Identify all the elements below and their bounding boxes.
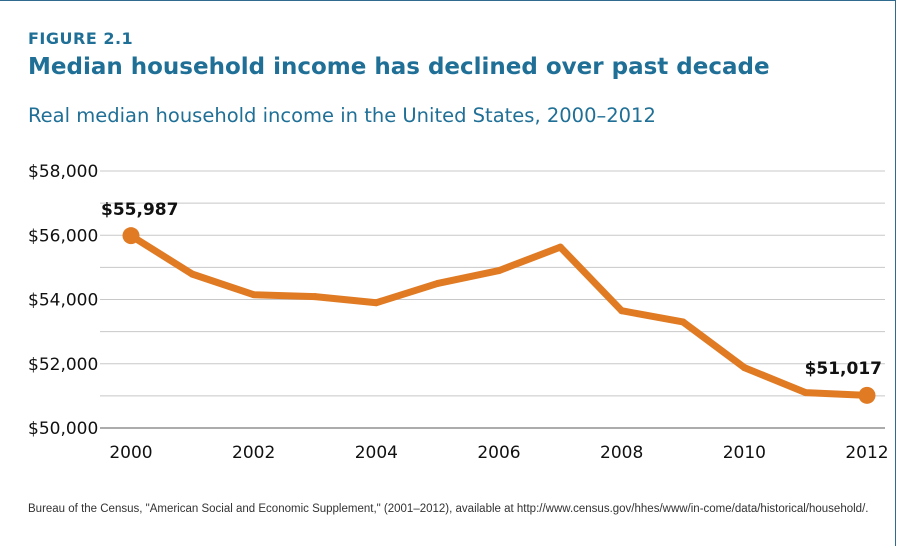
y-tick-label: $50,000 — [28, 419, 98, 439]
data-point — [250, 291, 258, 299]
x-tick-label: 2006 — [477, 443, 520, 463]
y-tick-label: $56,000 — [28, 226, 98, 246]
x-tick-label: 2008 — [600, 443, 643, 463]
source-note: Bureau of the Census, "American Social a… — [28, 503, 869, 515]
data-point — [495, 267, 503, 275]
data-point — [740, 364, 748, 372]
x-tick-label: 2010 — [723, 443, 766, 463]
y-tick-label: $54,000 — [28, 291, 98, 311]
x-tick-label: 2004 — [355, 443, 398, 463]
data-point — [188, 270, 196, 278]
x-tick-label: 2002 — [232, 443, 275, 463]
x-tick-label: 2012 — [845, 443, 888, 463]
data-point — [556, 243, 564, 251]
x-tick-label: 2000 — [109, 443, 152, 463]
x-axis-ticks: 2000 2002 2004 2006 2008 2010 2012 — [109, 443, 888, 463]
data-label: $55,987 — [101, 200, 178, 220]
data-point — [802, 389, 810, 397]
gridlines — [100, 170, 885, 429]
data-point — [372, 299, 380, 307]
series-line — [127, 232, 871, 399]
figure-title: Median household income has declined ove… — [28, 54, 770, 80]
y-axis-ticks: $58,000 $56,000 $54,000 $52,000 $50,000 — [28, 162, 98, 439]
series-layer — [127, 232, 871, 399]
data-label: $51,017 — [805, 359, 882, 379]
figure-label: FIGURE 2.1 — [28, 29, 134, 48]
annotations: $55,987 $51,017 — [101, 200, 882, 404]
data-point — [679, 318, 687, 326]
endpoint-marker — [122, 227, 140, 245]
y-tick-label: $52,000 — [28, 355, 98, 375]
data-point — [618, 307, 626, 315]
y-tick-label: $58,000 — [28, 162, 98, 182]
data-point — [311, 293, 319, 301]
data-point — [434, 279, 442, 287]
figure-subtitle: Real median household income in the Unit… — [28, 104, 656, 127]
endpoint-marker — [858, 386, 876, 404]
